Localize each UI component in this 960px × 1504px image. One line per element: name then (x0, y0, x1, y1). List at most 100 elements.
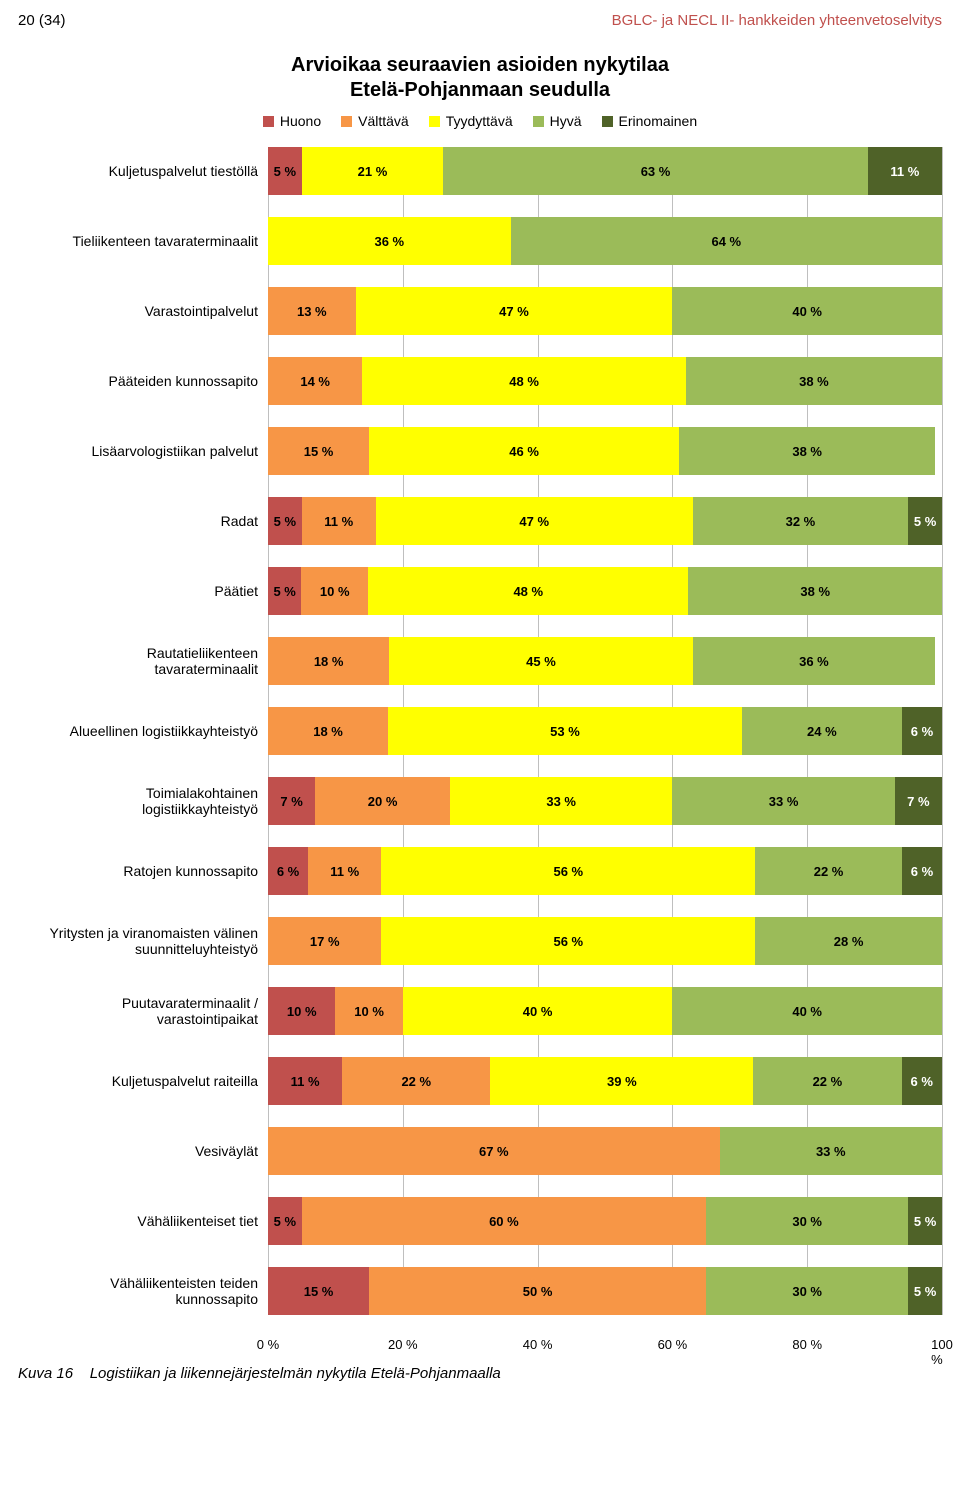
bar-segment: 22 % (753, 1057, 901, 1105)
bar-segment: 64 % (511, 217, 942, 265)
chart-row: Rautatieliikenteen tavaraterminaalit18 %… (18, 637, 942, 685)
bar-segment: 17 % (268, 917, 381, 965)
chart-row: Pääteiden kunnossapito14 %48 %38 % (18, 357, 942, 405)
chart-row: Tieliikenteen tavaraterminaalit36 %64 % (18, 217, 942, 265)
x-tick-label: 0 % (257, 1337, 279, 1352)
figure-caption: Kuva 16 Logistiikan ja liikennejärjestel… (18, 1365, 942, 1382)
bar: 36 %64 % (268, 217, 942, 265)
chart-title: Arvioikaa seuraavien asioiden nykytilaa … (18, 53, 942, 103)
bar: 5 %60 %30 %5 % (268, 1197, 942, 1245)
legend-swatch (341, 116, 352, 127)
row-label: Päätiet (18, 583, 268, 599)
bar-segment: 33 % (450, 777, 672, 825)
bar: 18 %53 %24 %6 % (268, 707, 942, 755)
bar-segment: 5 % (268, 1197, 302, 1245)
chart-row: Lisäarvologistiikan palvelut15 %46 %38 % (18, 427, 942, 475)
legend-label: Hyvä (550, 113, 582, 129)
bar-segment: 5 % (268, 497, 302, 545)
chart-row: Kuljetuspalvelut raiteilla11 %22 %39 %22… (18, 1057, 942, 1105)
bar-segment: 28 % (755, 917, 942, 965)
bar-segment: 18 % (268, 707, 388, 755)
chart-title-line1: Arvioikaa seuraavien asioiden nykytilaa (291, 54, 669, 76)
legend-item: Huono (263, 113, 321, 129)
bar-segment: 22 % (342, 1057, 490, 1105)
row-label: Lisäarvologistiikan palvelut (18, 443, 268, 459)
legend-item: Hyvä (533, 113, 582, 129)
bar-segment: 36 % (268, 217, 511, 265)
caption-text: Logistiikan ja liikennejärjestelmän nyky… (90, 1365, 501, 1382)
bar-segment: 6 % (902, 707, 942, 755)
bar-track: 18 %53 %24 %6 % (268, 707, 942, 755)
bar: 67 %33 % (268, 1127, 942, 1175)
row-label: Varastointipalvelut (18, 303, 268, 319)
bar: 14 %48 %38 % (268, 357, 942, 405)
bar-segment: 30 % (706, 1267, 908, 1315)
bar-segment: 14 % (268, 357, 362, 405)
bar-track: 5 %11 %47 %32 %5 % (268, 497, 942, 545)
bar-segment: 5 % (908, 497, 942, 545)
bar-segment: 20 % (315, 777, 450, 825)
bar-track: 14 %48 %38 % (268, 357, 942, 405)
bar-segment: 11 % (302, 497, 376, 545)
bar-segment: 13 % (268, 287, 356, 335)
bar-segment: 56 % (381, 917, 755, 965)
bar: 6 %11 %56 %22 %6 % (268, 847, 942, 895)
row-label: Vähäliikenteiset tiet (18, 1213, 268, 1229)
bar-segment: 6 % (902, 1057, 942, 1105)
bar-segment: 48 % (362, 357, 686, 405)
bar-track: 15 %46 %38 % (268, 427, 942, 475)
bar-track: 18 %45 %36 % (268, 637, 942, 685)
chart-row: Alueellinen logistiikkayhteistyö18 %53 %… (18, 707, 942, 755)
bar: 5 %10 %48 %38 % (268, 567, 942, 615)
chart-row: Vähäliikenteiset tiet5 %60 %30 %5 % (18, 1197, 942, 1245)
legend-label: Erinomainen (619, 113, 698, 129)
bar-segment: 48 % (368, 567, 688, 615)
bar: 13 %47 %40 % (268, 287, 942, 335)
bar-track: 13 %47 %40 % (268, 287, 942, 335)
bar-track: 17 %56 %28 % (268, 917, 942, 965)
x-tick-label: 20 % (388, 1337, 418, 1352)
x-tick-label: 40 % (523, 1337, 553, 1352)
legend-swatch (533, 116, 544, 127)
bar-segment: 7 % (895, 777, 942, 825)
row-label: Kuljetuspalvelut tiestöllä (18, 163, 268, 179)
bar-segment: 40 % (672, 987, 942, 1035)
row-label: Tieliikenteen tavaraterminaalit (18, 233, 268, 249)
page-number: 20 (34) (18, 12, 66, 29)
bar-segment: 22 % (755, 847, 902, 895)
legend-label: Tyydyttävä (446, 113, 513, 129)
x-tick-label: 60 % (658, 1337, 688, 1352)
row-label: Radat (18, 513, 268, 529)
legend-label: Huono (280, 113, 321, 129)
bar-segment: 6 % (902, 847, 942, 895)
bar-segment: 33 % (672, 777, 894, 825)
bar-segment: 15 % (268, 1267, 369, 1315)
bar-segment: 38 % (679, 427, 935, 475)
page-header: 20 (34) BGLC- ja NECL II- hankkeiden yht… (18, 12, 942, 29)
bar-segment: 60 % (302, 1197, 706, 1245)
bar: 15 %46 %38 % (268, 427, 942, 475)
bar-segment: 11 % (308, 847, 381, 895)
chart-row: Ratojen kunnossapito6 %11 %56 %22 %6 % (18, 847, 942, 895)
bar-track: 7 %20 %33 %33 %7 % (268, 777, 942, 825)
bar-segment: 24 % (742, 707, 902, 755)
legend-swatch (429, 116, 440, 127)
legend-item: Erinomainen (602, 113, 698, 129)
chart-row: Vähäliikenteisten teiden kunnossapito15 … (18, 1267, 942, 1315)
bar-segment: 21 % (302, 147, 444, 195)
bar-segment: 10 % (268, 987, 335, 1035)
bar-track: 15 %50 %30 %5 % (268, 1267, 942, 1315)
x-tick-label: 80 % (792, 1337, 822, 1352)
bar: 15 %50 %30 %5 % (268, 1267, 942, 1315)
bar-segment: 45 % (389, 637, 692, 685)
bar-track: 67 %33 % (268, 1127, 942, 1175)
row-label: Ratojen kunnossapito (18, 863, 268, 879)
bar-track: 5 %21 %63 %11 % (268, 147, 942, 195)
legend-item: Välttävä (341, 113, 409, 129)
row-label: Alueellinen logistiikkayhteistyö (18, 723, 268, 739)
row-label: Rautatieliikenteen tavaraterminaalit (18, 645, 268, 677)
bar-track: 10 %10 %40 %40 % (268, 987, 942, 1035)
chart-row: Kuljetuspalvelut tiestöllä5 %21 %63 %11 … (18, 147, 942, 195)
bar: 11 %22 %39 %22 %6 % (268, 1057, 942, 1105)
bar-segment: 11 % (868, 147, 942, 195)
